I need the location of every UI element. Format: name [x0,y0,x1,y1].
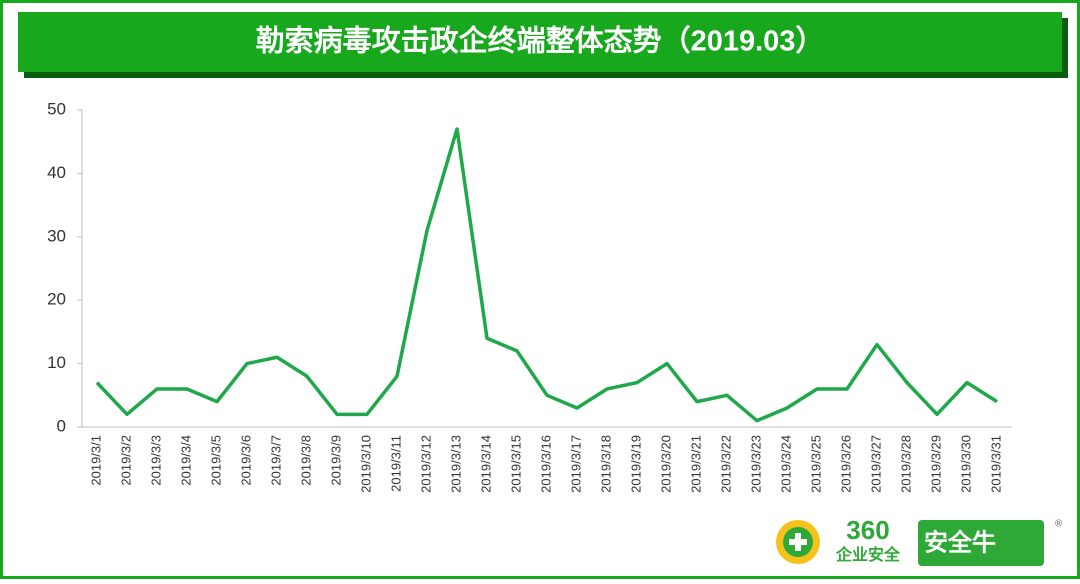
logo-sub: 企业安全 [835,545,901,564]
x-tick-label: 2019/3/28 [898,435,913,493]
logo-badge [918,520,1044,566]
data-line [95,127,998,423]
x-tick-label: 2019/3/4 [178,435,193,486]
title-banner [18,12,1062,72]
x-tick-label: 2019/3/1 [88,435,103,486]
x-tick-label: 2019/3/3 [148,435,163,486]
x-tick-label: 2019/3/26 [838,435,853,493]
y-tick-label: 10 [47,353,66,372]
y-tick-label: 50 [47,99,66,118]
x-tick-label: 2019/3/14 [478,435,493,493]
x-tick-label: 2019/3/25 [808,435,823,493]
logo-brand: 360 [846,515,889,545]
x-tick-label: 2019/3/22 [718,435,733,493]
x-tick-label: 2019/3/21 [688,435,703,493]
x-tick-label: 2019/3/11 [388,435,403,492]
x-tick-label: 2019/3/10 [358,435,373,493]
x-tick-label: 2019/3/30 [958,435,973,493]
x-tick-label: 2019/3/19 [628,435,643,493]
logo-mark: ® [1055,519,1063,530]
x-tick-label: 2019/3/5 [208,435,223,486]
x-tick-label: 2019/3/27 [868,435,883,493]
y-tick-label: 20 [47,290,66,309]
x-tick-label: 2019/3/9 [328,435,343,486]
x-tick-label: 2019/3/8 [298,435,313,486]
x-tick-label: 2019/3/7 [268,435,283,486]
chart-title: 勒索病毒攻击政企终端整体态势（2019.03） [256,24,825,58]
logo-plus [789,539,807,545]
x-tick-label: 2019/3/15 [508,435,523,493]
x-tick-label: 2019/3/18 [598,435,613,493]
x-tick-label: 2019/3/31 [988,435,1003,493]
y-tick-label: 30 [47,226,66,245]
y-tick-label: 0 [57,416,66,435]
x-tick-label: 2019/3/24 [778,435,793,493]
x-tick-label: 2019/3/16 [538,435,553,493]
x-tick-label: 2019/3/20 [658,435,673,493]
logo: 360 企业安全 安全牛 ® [776,515,1063,566]
x-tick-label: 2019/3/2 [118,435,133,486]
x-tick-label: 2019/3/6 [238,435,253,486]
x-tick-label: 2019/3/12 [418,435,433,493]
x-tick-label: 2019/3/23 [748,435,763,493]
x-tick-label: 2019/3/17 [568,435,583,493]
y-tick-label: 40 [47,163,66,182]
logo-badge-text: 安全牛 [924,528,996,556]
x-tick-label: 2019/3/29 [928,435,943,493]
x-tick-label: 2019/3/13 [448,435,463,493]
